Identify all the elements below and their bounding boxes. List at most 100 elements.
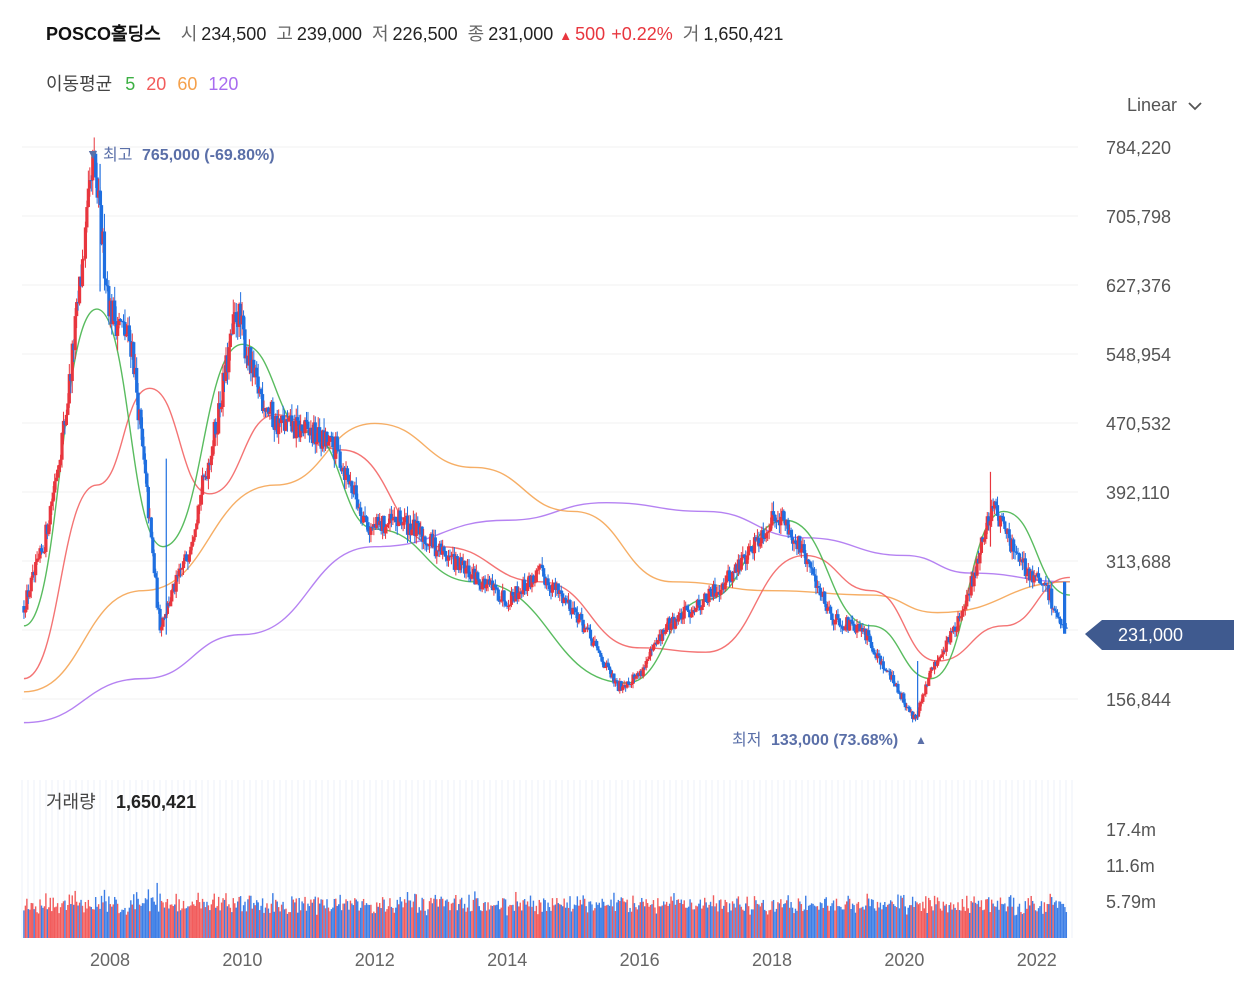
ma-legend-title: 이동평균 <box>46 74 113 94</box>
volume-bar <box>260 905 262 938</box>
volume-bar <box>693 909 696 938</box>
volume-bar <box>135 892 138 938</box>
candle <box>338 444 342 471</box>
candle <box>1064 623 1068 629</box>
volume-bar <box>597 904 599 938</box>
volume-bar <box>480 910 482 938</box>
volume-bar <box>1011 906 1013 938</box>
volume-bar <box>570 911 573 938</box>
volume-bar <box>992 903 994 938</box>
volume-bar <box>764 909 766 938</box>
volume-bar <box>89 906 91 938</box>
volume-bar <box>758 904 760 938</box>
y-tick-label: 705,798 <box>1106 207 1171 227</box>
volume-bar <box>863 909 865 938</box>
candle <box>193 528 197 541</box>
volume-bar <box>368 904 371 938</box>
candle <box>363 506 367 517</box>
candle <box>818 583 822 601</box>
volume-bar <box>714 906 716 938</box>
candle <box>646 659 650 664</box>
volume-bar <box>1021 913 1024 938</box>
volume-bar <box>766 914 769 938</box>
volume-bar <box>914 901 917 938</box>
low-annotation-value: 133,000 (73.68%) <box>771 732 898 749</box>
candle <box>935 655 940 668</box>
volume-bar <box>475 898 478 938</box>
volume-bar <box>193 904 195 938</box>
candle <box>766 531 770 542</box>
volume-bar <box>456 910 458 938</box>
volume-bar <box>482 903 485 938</box>
ma-20-label[interactable]: 20 <box>146 74 167 94</box>
volume-bar <box>48 907 50 938</box>
ma-120-label[interactable]: 120 <box>208 74 239 94</box>
volume-bar <box>131 904 133 938</box>
volume-bar <box>800 904 803 938</box>
ma-5-label[interactable]: 5 <box>125 74 136 94</box>
volume-bar <box>393 912 396 938</box>
volume-bar <box>525 904 527 938</box>
volume-bar <box>781 907 784 938</box>
volume-bar <box>630 911 633 938</box>
candle <box>790 529 795 551</box>
volume-bar <box>762 899 764 938</box>
volume-bar <box>453 898 456 938</box>
candle <box>1038 577 1042 585</box>
volume-bar <box>327 907 330 938</box>
volume-bar <box>236 901 239 938</box>
candle <box>484 584 489 592</box>
volume-bar <box>39 899 41 938</box>
volume-bar <box>544 900 546 938</box>
volume-bar <box>97 904 100 938</box>
volume-bar <box>689 899 691 938</box>
volume-bar <box>440 896 442 938</box>
volume-bar <box>788 907 791 938</box>
volume-bar <box>1053 902 1056 938</box>
volume-bar <box>433 898 435 938</box>
volume-bar <box>602 901 605 938</box>
volume-bar <box>1031 900 1034 938</box>
volume-bar <box>848 898 851 938</box>
volume-bar <box>496 904 498 938</box>
volume-bar <box>819 902 822 938</box>
ma-60-label[interactable]: 60 <box>177 74 198 94</box>
candle <box>701 599 705 610</box>
up-triangle-icon: ▲ <box>559 28 573 43</box>
candle <box>325 431 329 449</box>
volume-bar <box>130 900 132 938</box>
volume-bar <box>310 899 312 938</box>
volume-bar <box>411 907 413 938</box>
candle <box>644 656 648 671</box>
volume-bar <box>204 907 207 938</box>
volume-bar <box>449 910 451 938</box>
candle <box>903 698 907 711</box>
volume-bar <box>367 904 369 938</box>
y-tick-label: 313,688 <box>1106 552 1171 572</box>
scale-selector[interactable]: Linear <box>1127 95 1203 116</box>
volume-bar <box>362 898 365 938</box>
volume-bar <box>807 905 810 938</box>
candle <box>140 417 145 448</box>
volume-bar <box>119 912 122 938</box>
volume-bar <box>578 905 580 938</box>
volume-bar <box>660 906 662 938</box>
candle <box>872 649 877 655</box>
candle <box>648 646 653 661</box>
candle <box>408 515 413 543</box>
volume-bar <box>427 909 429 938</box>
volume-bar <box>201 898 204 938</box>
candle <box>773 513 777 528</box>
candle <box>875 648 880 663</box>
candle <box>597 649 601 654</box>
candle <box>416 516 420 524</box>
volume-bar <box>1010 895 1012 938</box>
volume-bar <box>916 902 918 938</box>
volume-bar <box>40 905 43 938</box>
candle <box>48 505 52 532</box>
volume-bar <box>979 906 981 938</box>
low-annotation-arrow-icon: ▲ <box>915 733 927 747</box>
candle <box>941 646 945 660</box>
candle <box>840 620 844 635</box>
